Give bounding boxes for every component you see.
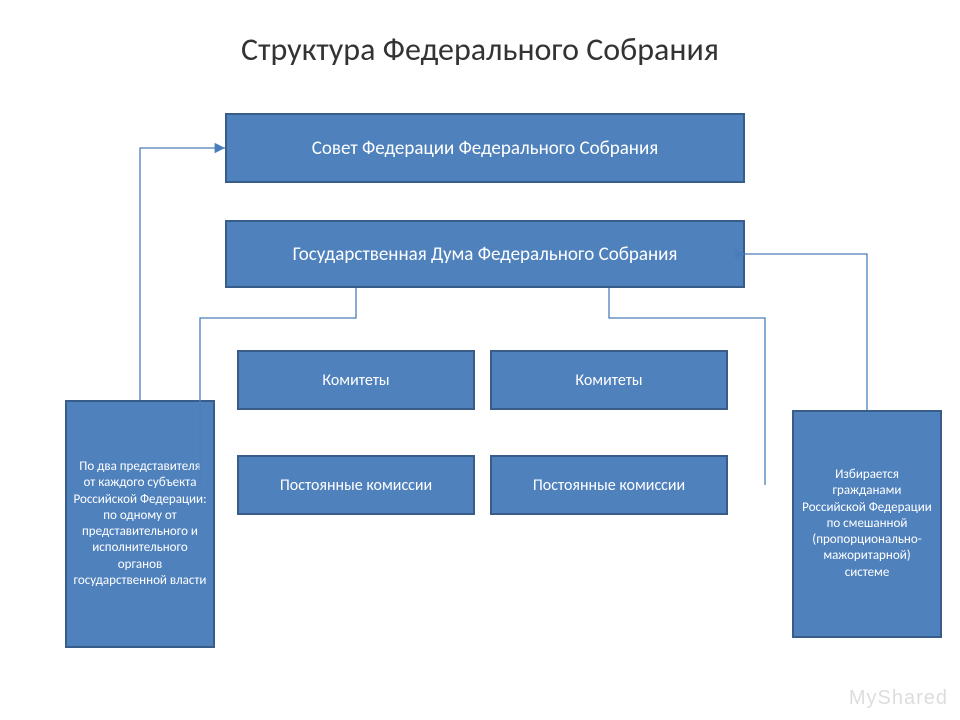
watermark: MyShared — [849, 687, 948, 710]
box-side-right-description: Избирается гражданами Российской Федерац… — [792, 410, 942, 638]
box-label: Совет Федерации Федерального Собрания — [312, 137, 658, 160]
box-label: Государственная Дума Федерального Собран… — [293, 243, 678, 266]
box-label: Комитеты — [575, 371, 642, 390]
box-soviet-federatsii: Совет Федерации Федерального Собрания — [225, 113, 745, 183]
connector-left-arrow — [140, 148, 225, 400]
box-label: Комитеты — [322, 371, 389, 390]
box-komissii-right: Постоянные комиссии — [490, 455, 728, 515]
box-komissii-left: Постоянные комиссии — [237, 455, 475, 515]
box-label: Избирается гражданами Российской Федерац… — [800, 467, 934, 581]
box-komitety-right: Комитеты — [490, 350, 728, 410]
connector-right-arrow — [745, 254, 867, 410]
box-side-left-description: По два представителя от каждого субъекта… — [65, 400, 215, 648]
diagram-title: Структура Федерального Собрания — [0, 30, 960, 69]
box-label: Постоянные комиссии — [280, 476, 432, 495]
box-komitety-left: Комитеты — [237, 350, 475, 410]
box-gos-duma: Государственная Дума Федерального Собран… — [225, 220, 745, 288]
box-label: Постоянные комиссии — [533, 476, 685, 495]
box-label: По два представителя от каждого субъекта… — [73, 459, 207, 589]
